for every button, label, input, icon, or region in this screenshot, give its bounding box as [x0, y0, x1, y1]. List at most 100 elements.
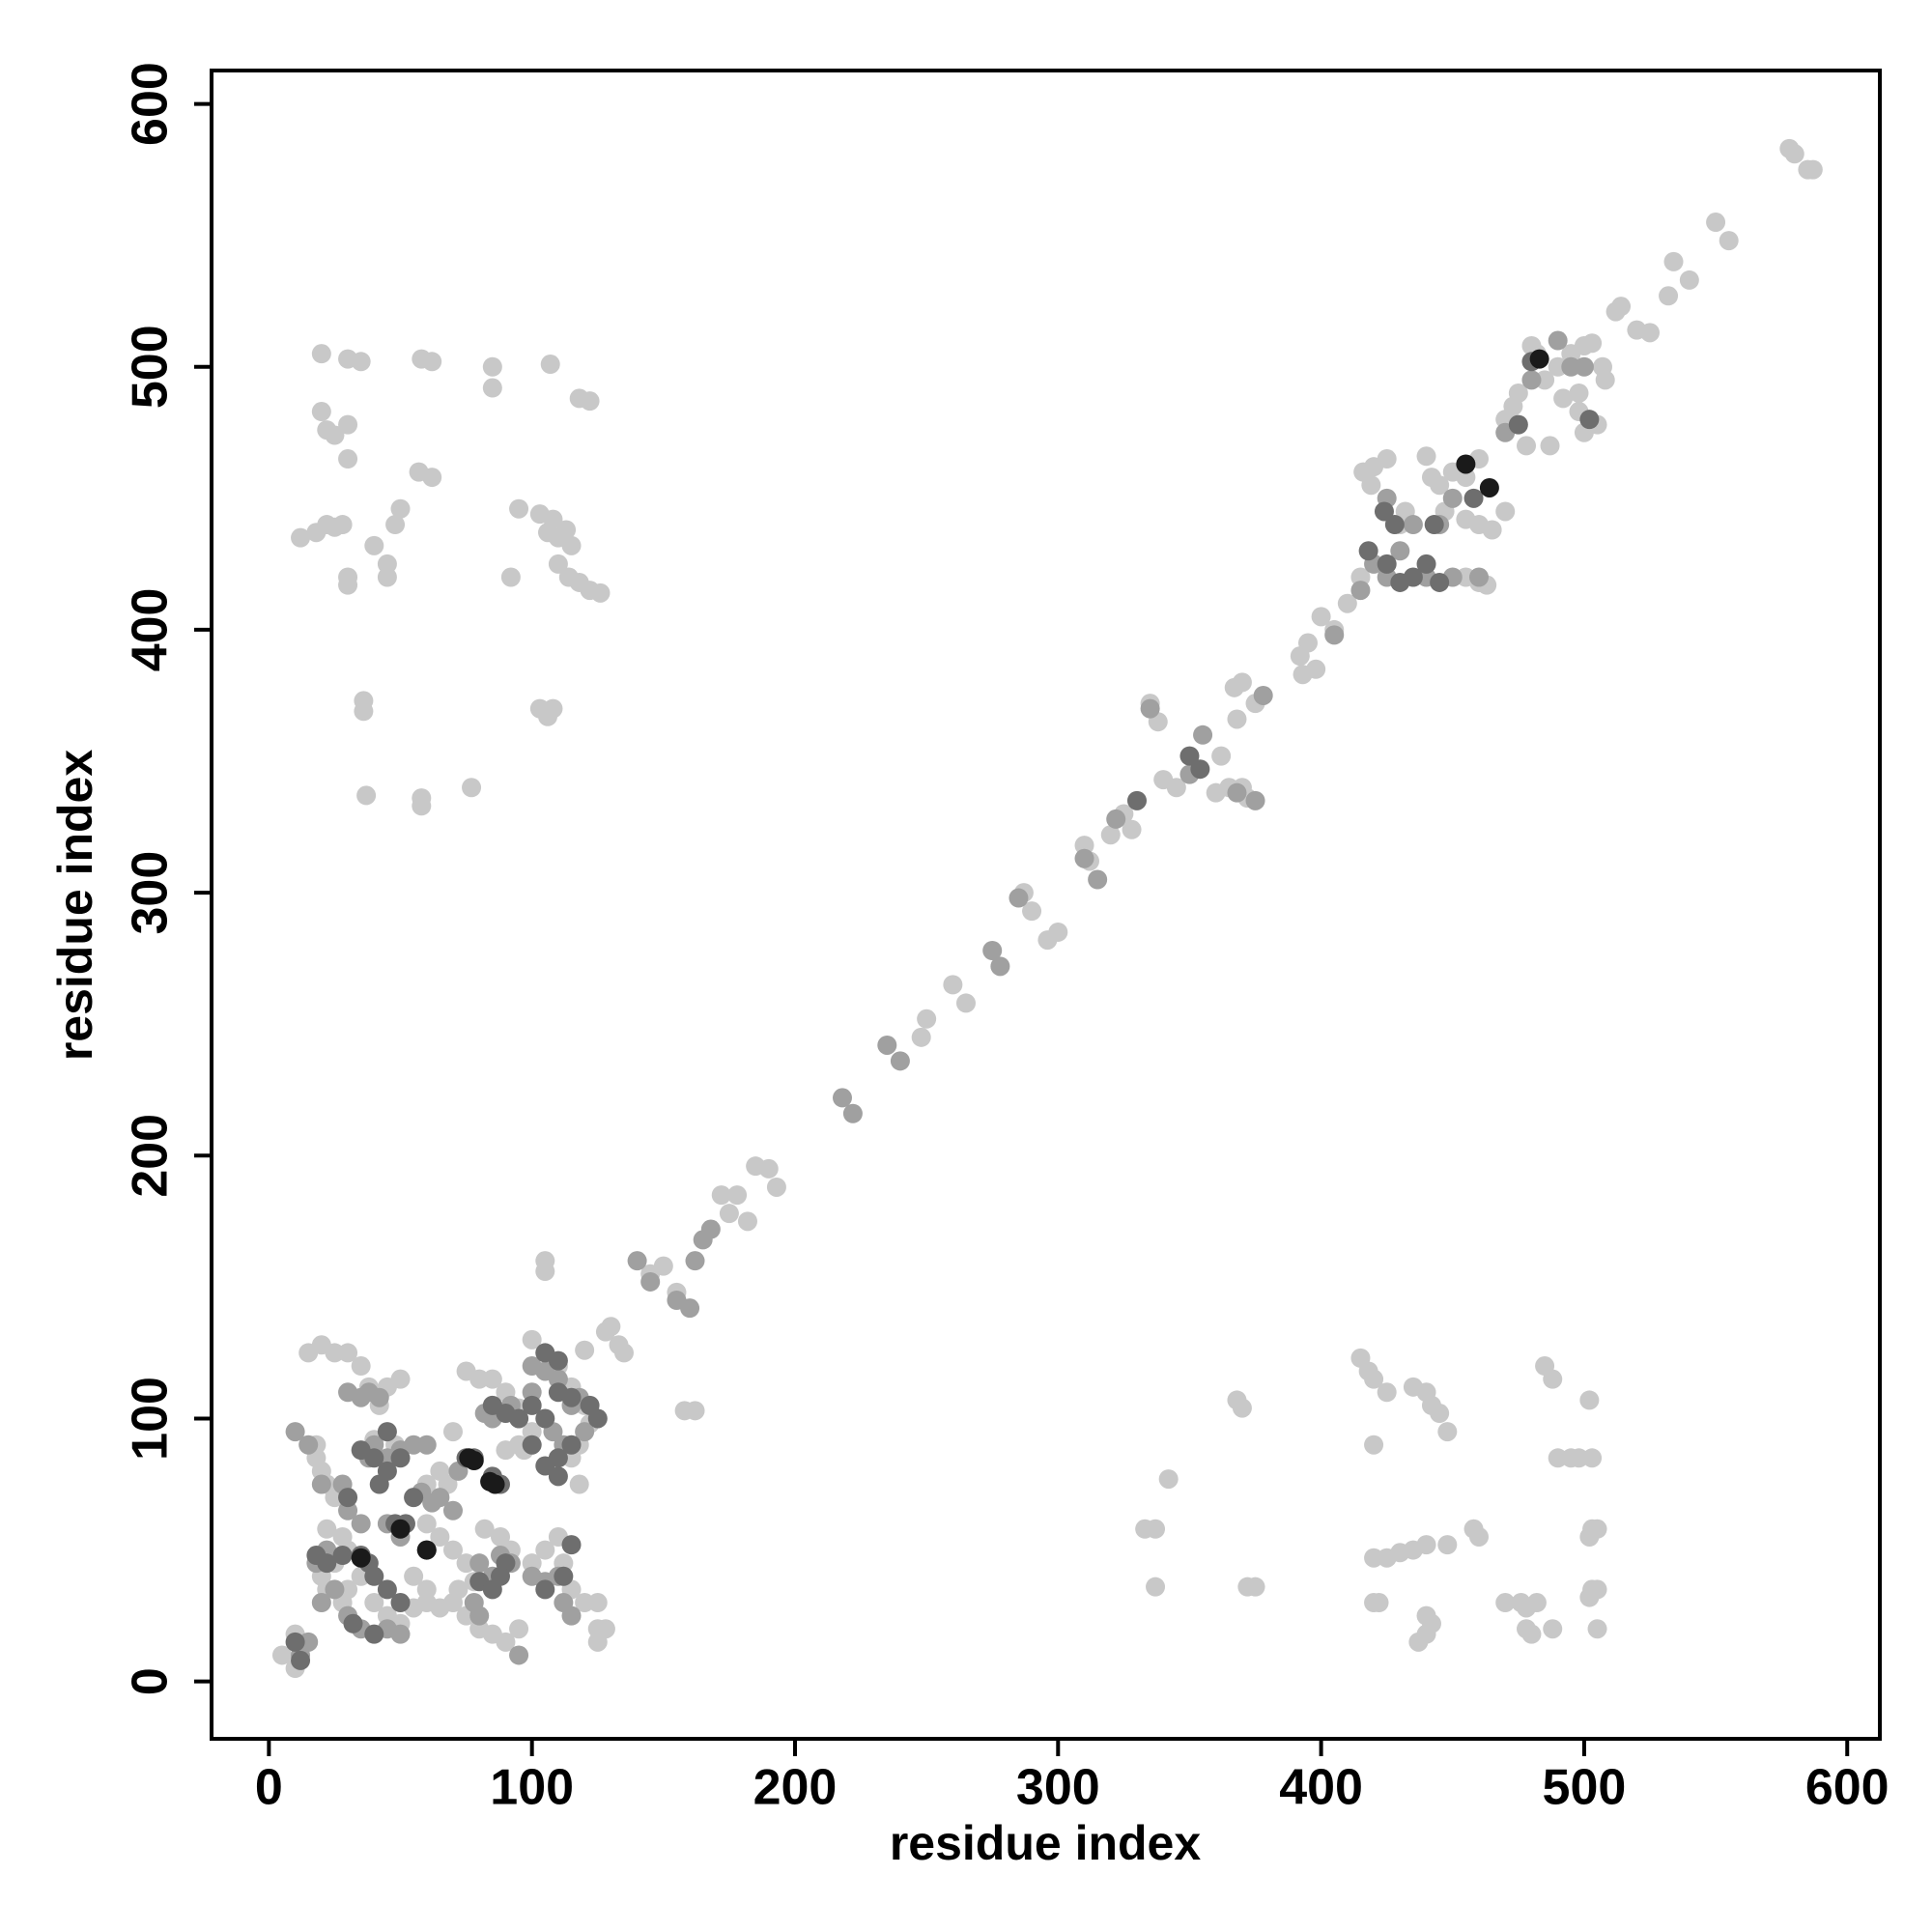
point — [1521, 1624, 1542, 1644]
point — [364, 1448, 384, 1468]
point — [390, 1448, 411, 1468]
point — [1074, 848, 1094, 868]
point — [554, 1566, 574, 1586]
point — [1529, 349, 1549, 369]
point — [1227, 782, 1247, 803]
point — [377, 567, 397, 587]
point — [462, 778, 482, 798]
point — [1595, 370, 1615, 390]
point — [442, 1540, 463, 1560]
point — [1166, 778, 1186, 798]
point — [369, 1474, 389, 1494]
point — [727, 1185, 748, 1206]
point — [601, 1317, 621, 1337]
point — [351, 1514, 371, 1534]
point — [522, 1329, 542, 1350]
x-axis-label: residue index — [890, 1816, 1202, 1870]
point — [369, 1387, 389, 1407]
point — [1526, 1593, 1547, 1613]
point — [1719, 231, 1739, 251]
point — [1574, 356, 1594, 377]
point — [1803, 159, 1823, 180]
point — [271, 1645, 292, 1665]
point — [1416, 554, 1436, 574]
point — [917, 1009, 937, 1029]
point — [496, 1404, 516, 1424]
point — [490, 1566, 510, 1586]
point — [1579, 410, 1600, 430]
point — [955, 993, 976, 1013]
point — [1424, 515, 1444, 535]
point — [1569, 383, 1589, 403]
point — [548, 1350, 568, 1371]
point — [1403, 515, 1423, 535]
point — [422, 468, 442, 488]
point — [351, 1356, 371, 1377]
point — [1468, 1526, 1489, 1547]
point — [1582, 1448, 1603, 1468]
point — [509, 1619, 529, 1639]
point — [1253, 685, 1273, 705]
point — [1377, 1382, 1397, 1403]
point — [1508, 414, 1528, 435]
point — [448, 1579, 469, 1600]
point — [464, 1451, 484, 1471]
point — [569, 1474, 589, 1494]
point — [1587, 1579, 1607, 1600]
point — [1100, 825, 1121, 845]
point — [390, 1624, 411, 1644]
point — [1122, 819, 1142, 839]
point — [1106, 809, 1126, 829]
point — [1468, 567, 1489, 587]
point — [1421, 468, 1441, 488]
point — [377, 1579, 397, 1600]
point — [390, 1519, 411, 1539]
point — [833, 1088, 853, 1108]
point — [1611, 297, 1632, 317]
point — [561, 535, 582, 555]
point — [1521, 370, 1542, 390]
point — [343, 1613, 363, 1634]
point — [390, 1369, 411, 1389]
point — [311, 1593, 331, 1613]
point — [1416, 1535, 1436, 1555]
point — [1548, 330, 1568, 351]
point — [1146, 1519, 1166, 1539]
point — [412, 796, 432, 816]
point — [311, 402, 331, 422]
point — [1784, 144, 1804, 164]
point — [580, 391, 600, 412]
point — [1227, 709, 1247, 729]
point — [338, 414, 358, 435]
point — [1482, 520, 1502, 540]
point — [1324, 625, 1345, 645]
point — [627, 1251, 647, 1271]
point — [535, 1456, 555, 1476]
point — [317, 1519, 337, 1539]
point — [338, 1488, 358, 1508]
point — [1311, 607, 1331, 627]
point — [390, 1593, 411, 1613]
point — [1293, 665, 1313, 685]
point — [1158, 1469, 1179, 1490]
point — [1140, 698, 1160, 719]
point — [548, 1466, 568, 1487]
point — [469, 1369, 490, 1389]
point — [338, 449, 358, 469]
point — [1245, 1577, 1265, 1597]
point — [1663, 251, 1684, 271]
point — [1037, 930, 1058, 951]
point — [377, 1422, 397, 1442]
point — [291, 527, 311, 548]
point — [338, 1343, 358, 1363]
point — [416, 1540, 437, 1560]
y-tick-label: 300 — [123, 851, 179, 935]
point — [291, 1650, 311, 1670]
point — [590, 582, 611, 603]
point — [1627, 320, 1647, 340]
point — [685, 1251, 705, 1271]
point — [442, 1422, 463, 1442]
y-tick-label: 600 — [123, 62, 179, 146]
point — [548, 554, 568, 574]
point — [1245, 790, 1265, 810]
